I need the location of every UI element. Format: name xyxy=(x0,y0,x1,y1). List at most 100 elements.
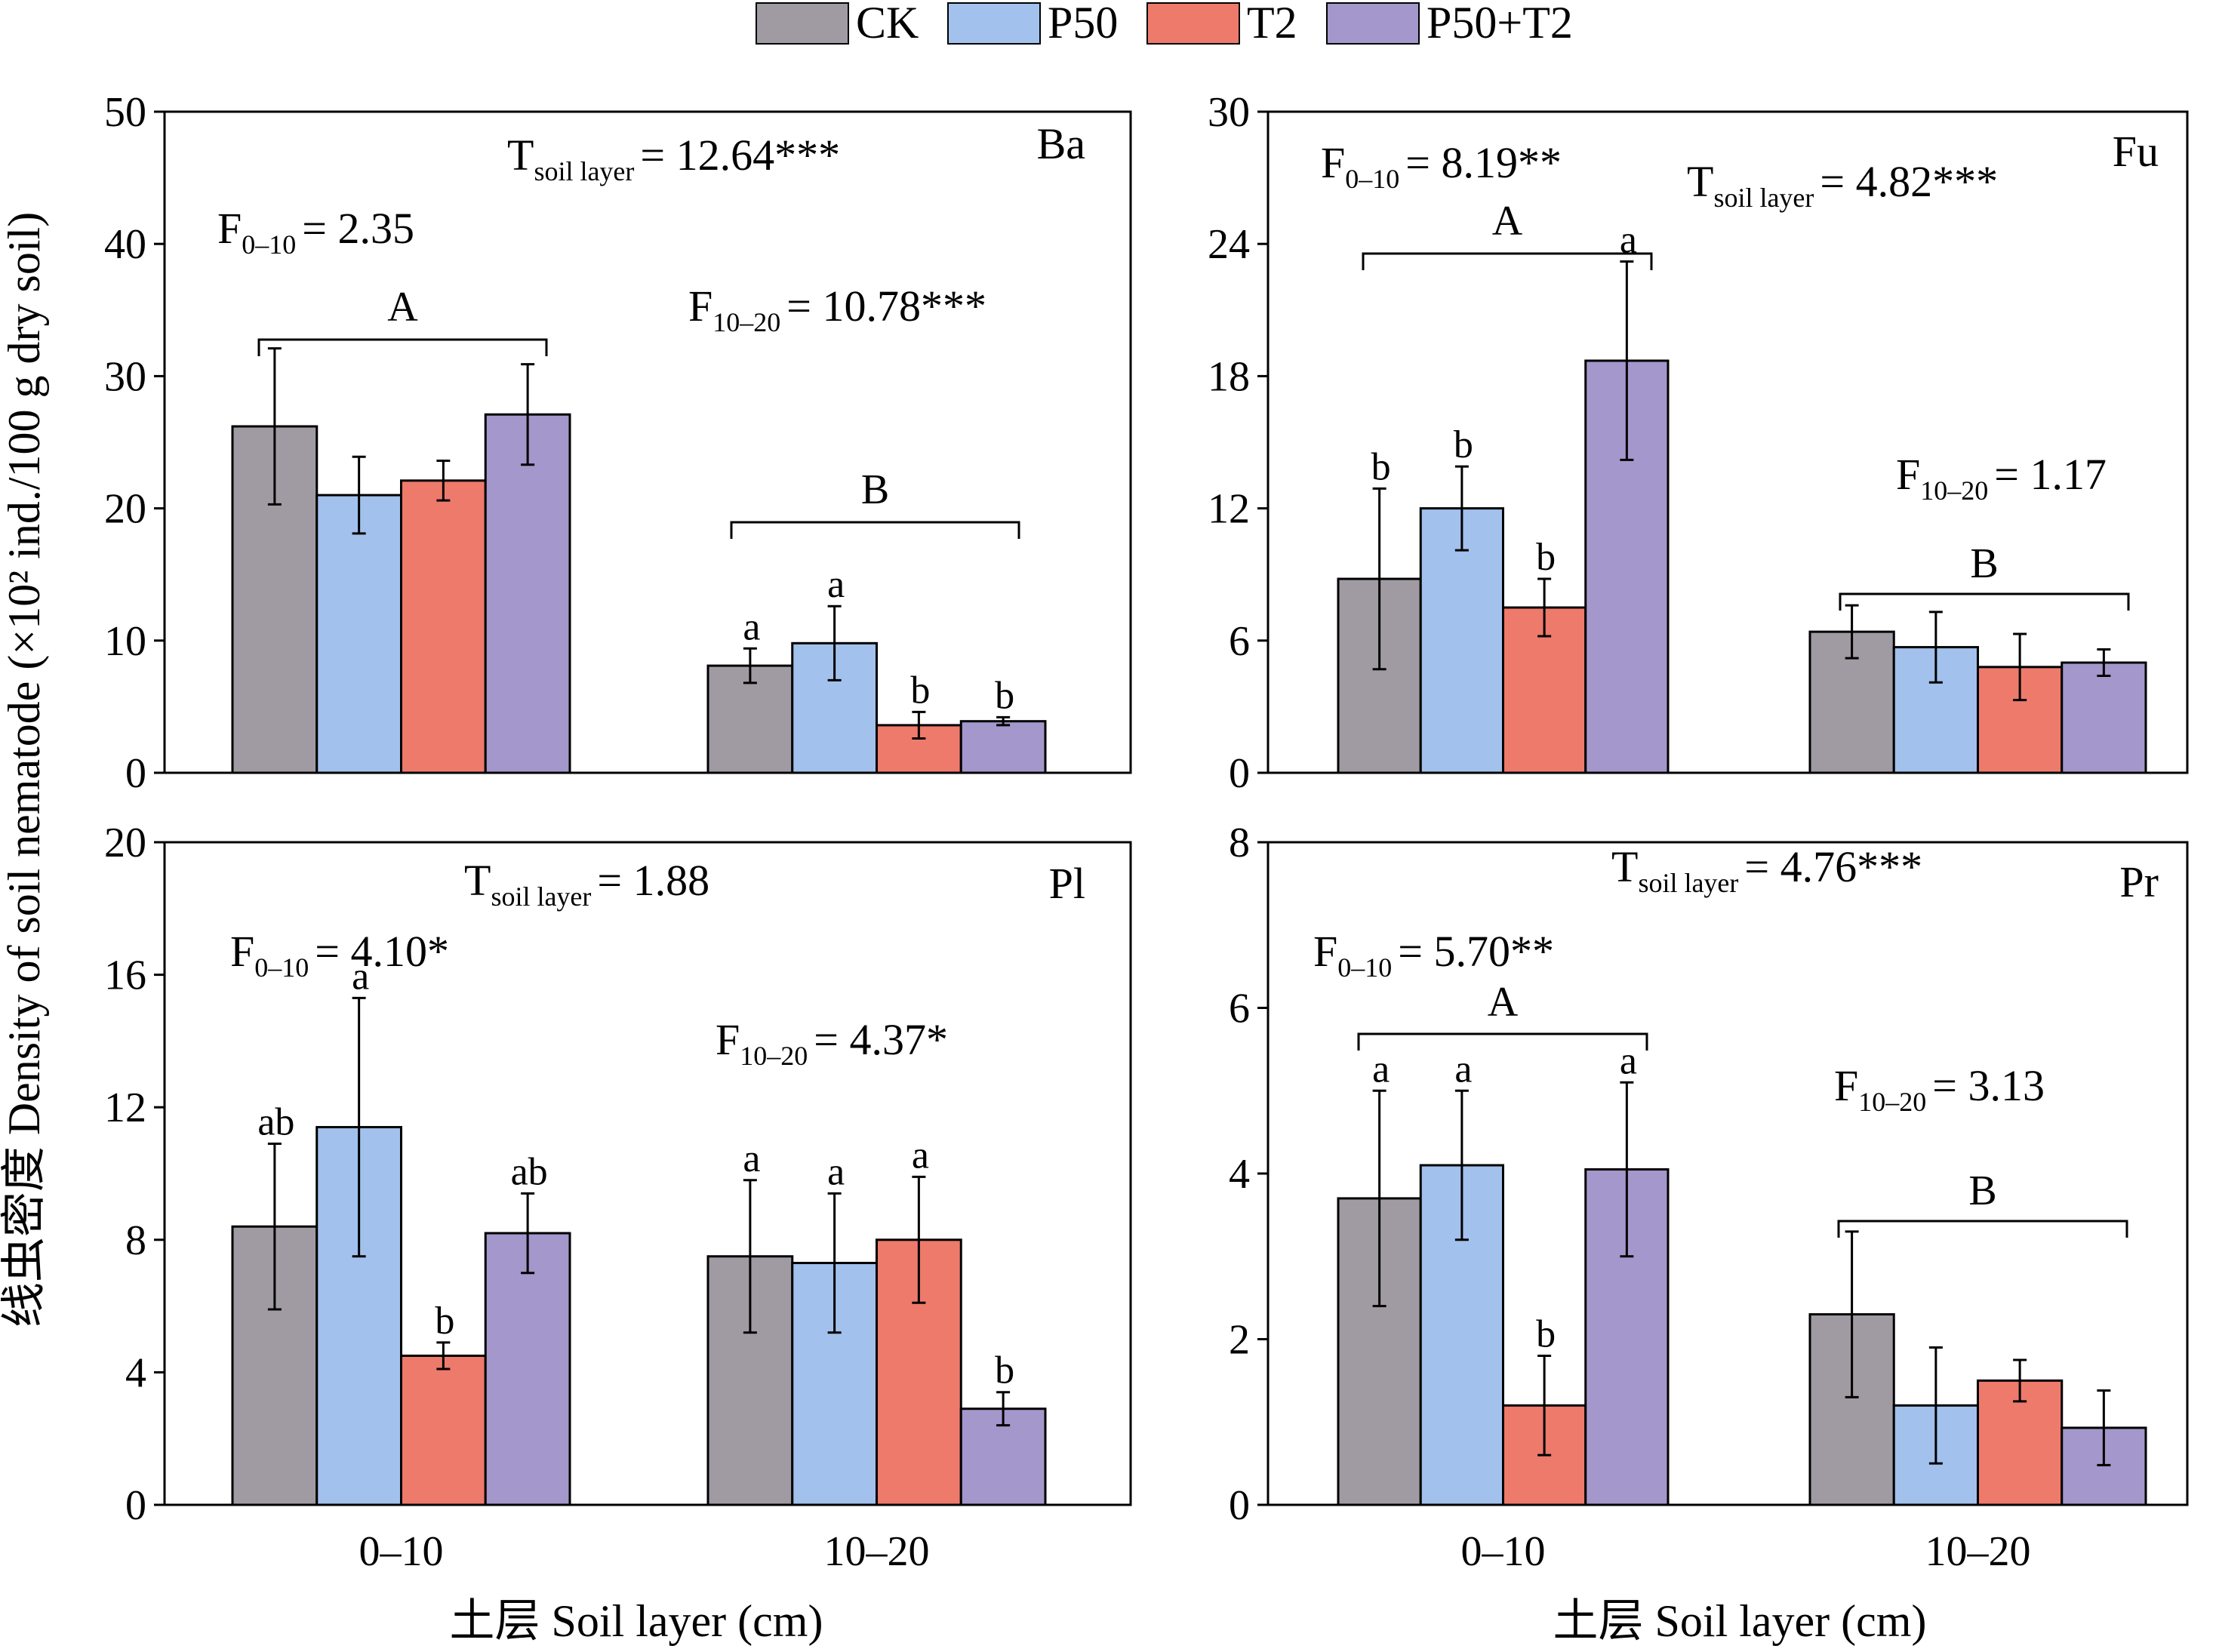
significance-letter: a xyxy=(743,605,760,648)
y-tick-label: 10 xyxy=(104,618,146,665)
bar-Pl-P50-0–10 xyxy=(315,1126,402,1506)
y-tick-label: 20 xyxy=(104,820,146,866)
significance-letter: b xyxy=(1371,445,1391,488)
significance-letter: b xyxy=(1536,1312,1556,1355)
stat-annotation: Tsoil layer = 12.64*** xyxy=(507,131,840,186)
panel-label: Pr xyxy=(2119,857,2159,906)
significance-letter: ab xyxy=(511,1150,548,1193)
y-tick-label: 0 xyxy=(125,750,146,797)
plot-frame xyxy=(163,110,1132,774)
y-tick-label: 2 xyxy=(1229,1317,1250,1364)
y-tick-label: 4 xyxy=(125,1349,146,1396)
stat-annotation: Tsoil layer = 4.76*** xyxy=(1611,842,1922,898)
significance-letter: a xyxy=(827,1150,845,1193)
x-tick-label: 10–20 xyxy=(824,1528,930,1575)
y-tick-label: 30 xyxy=(1208,89,1250,136)
x-axis-title-right: 土层 Soil layer (cm) xyxy=(1553,1596,1927,1646)
y-tick-label: 50 xyxy=(104,89,146,136)
significance-letter: b xyxy=(995,1349,1014,1392)
significance-letter: a xyxy=(912,1134,929,1177)
stat-annotation: F10–20 = 10.78*** xyxy=(688,281,986,337)
group-letter: B xyxy=(1968,1167,1996,1214)
x-tick-label: 0–10 xyxy=(1461,1528,1546,1575)
significance-letter: a xyxy=(352,955,369,998)
panel-label: Pl xyxy=(1049,859,1085,908)
plot-frame xyxy=(163,841,1132,1506)
group-letter: B xyxy=(861,466,889,513)
legend-swatch-2 xyxy=(1146,2,1240,45)
y-tick-label: 8 xyxy=(1229,820,1250,866)
y-tick-label: 0 xyxy=(125,1482,146,1529)
group-letter: B xyxy=(1970,540,1998,587)
group-bracket xyxy=(1362,252,1653,270)
group-bracket xyxy=(1357,1032,1648,1051)
legend-swatch-0 xyxy=(756,2,849,45)
legend-label-0: CK xyxy=(856,0,919,48)
y-tick-label: 8 xyxy=(125,1217,146,1264)
legend-label-2: T2 xyxy=(1247,0,1297,48)
stat-annotation: F0–10 = 8.19** xyxy=(1321,138,1562,194)
stat-annotation: F0–10 = 5.70** xyxy=(1313,927,1554,983)
stat-annotation: Tsoil layer = 4.82*** xyxy=(1687,157,1998,213)
stat-annotation: Tsoil layer = 1.88 xyxy=(464,856,709,912)
significance-letter: b xyxy=(1536,536,1556,579)
legend-label-1: P50 xyxy=(1048,0,1118,48)
legend-swatch-1 xyxy=(947,2,1041,45)
y-tick-label: 12 xyxy=(104,1084,146,1131)
significance-letter: a xyxy=(827,563,845,606)
legend-label-3: P50+T2 xyxy=(1426,0,1573,48)
stat-annotation: F10–20 = 1.17 xyxy=(1896,450,2107,506)
y-tick-label: 0 xyxy=(1229,750,1250,797)
significance-letter: a xyxy=(1454,1047,1472,1091)
stat-annotation: F10–20 = 4.37* xyxy=(716,1015,948,1071)
bar-Fu-P50+T2-10–20 xyxy=(2060,661,2147,774)
group-bracket xyxy=(1839,592,2130,611)
y-tick-label: 0 xyxy=(1229,1482,1250,1529)
panel-Fu: 0 6 12 18 24 30 b b b a A B Fu F0–10 = 8.19** Tsoil lay… xyxy=(1208,89,2189,797)
y-tick-label: 6 xyxy=(1229,986,1250,1032)
x-tick-label: 0–10 xyxy=(359,1528,444,1575)
y-tick-label: 40 xyxy=(104,221,146,268)
significance-letter: b xyxy=(1454,423,1473,466)
bar-Ba-P50+T2-10–20 xyxy=(959,720,1047,774)
group-bracket xyxy=(1837,1220,2128,1238)
significance-letter: b xyxy=(435,1300,454,1343)
group-letter: A xyxy=(1488,979,1519,1026)
bar-Pr-P50+T2-0–10 xyxy=(1584,1168,1670,1506)
significance-letter: a xyxy=(743,1137,760,1180)
group-letter: A xyxy=(387,284,418,331)
significance-letter: b xyxy=(910,669,930,712)
y-tick-label: 24 xyxy=(1208,221,1250,268)
y-tick-label: 20 xyxy=(104,486,146,533)
significance-letter: b xyxy=(995,674,1014,717)
stat-annotation: F10–20 = 3.13 xyxy=(1834,1061,2045,1117)
group-letter: A xyxy=(1492,198,1523,245)
significance-letter: a xyxy=(1620,219,1637,262)
bar-Fu-P50-0–10 xyxy=(1419,507,1504,774)
y-tick-label: 16 xyxy=(104,952,146,999)
legend-swatch-3 xyxy=(1326,2,1420,45)
significance-letter: ab xyxy=(257,1100,294,1143)
panel-Ba: 0 10 20 30 40 50 a a b b A B Ba Tsoil layer = 12.64***… xyxy=(104,89,1132,797)
stat-annotation: F0–10 = 2.35 xyxy=(217,204,414,260)
panel-label: Fu xyxy=(2113,127,2159,176)
bar-Ba-P50-0–10 xyxy=(315,494,402,774)
significance-letter: a xyxy=(1620,1039,1637,1082)
y-tick-label: 30 xyxy=(104,353,146,400)
y-tick-label: 18 xyxy=(1208,353,1250,400)
group-bracket xyxy=(730,521,1020,539)
bar-Ba-P50+T2-0–10 xyxy=(484,413,571,774)
stat-annotation: F0–10 = 4.10* xyxy=(230,927,449,983)
bar-Pl-T2-0–10 xyxy=(400,1354,487,1506)
x-axis-title-left: 土层 Soil layer (cm) xyxy=(450,1596,823,1646)
y-axis-title: 线虫密度 Density of soil nematode (×10² ind.… xyxy=(0,212,49,1327)
y-tick-label: 6 xyxy=(1229,618,1250,665)
panel-label: Ba xyxy=(1037,119,1085,168)
legend: CK P50 T2 P50+T2 xyxy=(756,0,1573,48)
plot-frame xyxy=(1266,110,2189,774)
